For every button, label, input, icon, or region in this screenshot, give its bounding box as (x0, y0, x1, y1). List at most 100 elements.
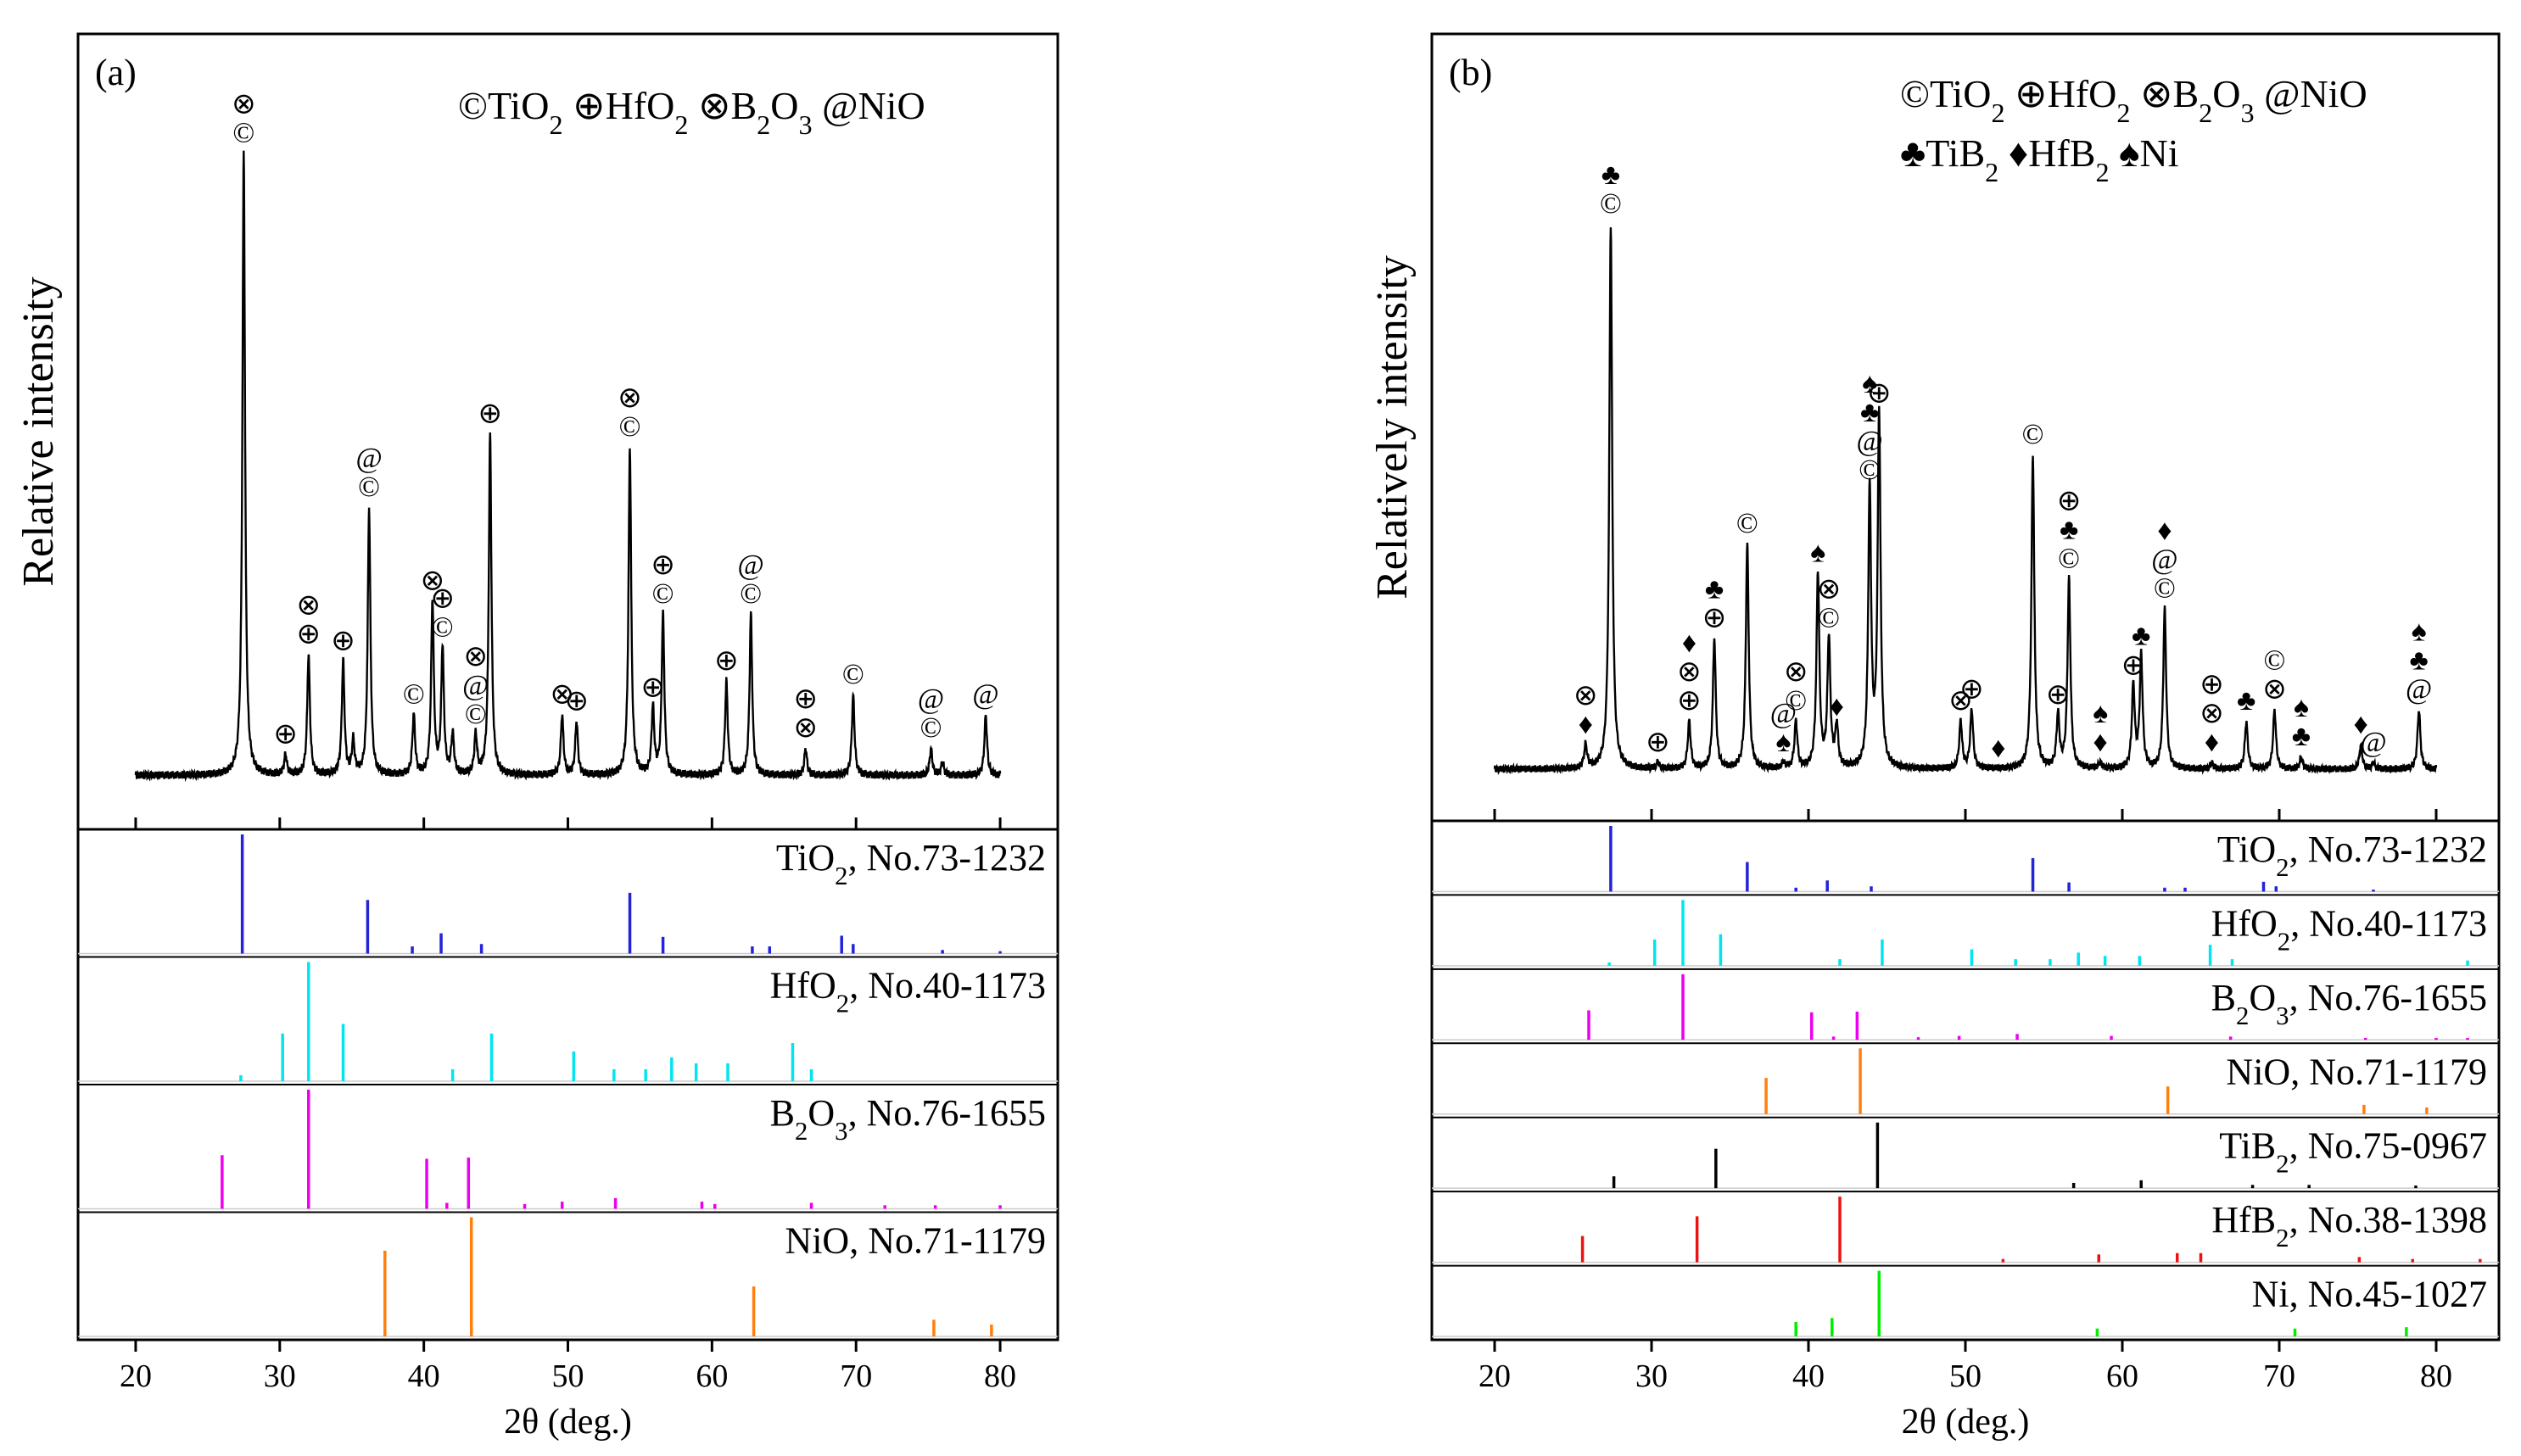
peak-marker: ♦ (1991, 733, 2005, 764)
peak-marker: ♠ (2412, 616, 2427, 647)
peak-marker: @ (355, 443, 382, 474)
peak-marker: ⊕ (794, 683, 819, 715)
peak-marker: © (2264, 644, 2286, 676)
peak-marker: © (2154, 573, 2176, 605)
x-tick-label: 70 (2263, 1358, 2295, 1394)
peak-marker: @ (462, 670, 489, 701)
peak-marker: ♣ (1705, 574, 1724, 605)
peak-marker: © (465, 699, 487, 730)
peak-marker: ♠ (1775, 727, 1791, 758)
reference-label: TiO2, No.73-1232 (776, 837, 1046, 890)
reference-label: NiO, No.71-1179 (2226, 1051, 2487, 1092)
peak-marker: © (920, 712, 942, 744)
x-tick-label: 80 (2420, 1358, 2452, 1394)
peak-marker: © (1736, 508, 1758, 539)
peak-marker: @ (2406, 673, 2432, 705)
peak-marker: ♠ (1862, 368, 1877, 399)
x-tick-label: 60 (2106, 1358, 2138, 1394)
peak-marker: ⊕ (478, 398, 503, 429)
peak-marker: ⊕ (1702, 603, 1727, 634)
x-tick-label: 50 (552, 1358, 584, 1394)
panel-b: 20 30 40 50 60 70 80 2θ (deg.) Relatively intens… (1368, 32, 2501, 1442)
x-tick-label: 40 (1792, 1358, 1825, 1394)
peak-marker: © (1600, 188, 1622, 220)
peak-marker: ⊗ (232, 89, 256, 120)
peak-marker: ⊗ (1677, 656, 1702, 688)
legend-item: ©TiO (458, 84, 549, 127)
legend-item: @NiO (2264, 72, 2367, 115)
peak-marker: @ (738, 549, 764, 581)
peak-marker: ♦ (1579, 709, 1593, 740)
peak-marker: ⊗ (1817, 574, 1842, 605)
x-tick-label: 30 (1635, 1358, 1668, 1394)
peak-marker: ⊕ (2046, 679, 2071, 711)
peak-marker: ⊕ (273, 719, 298, 750)
diffraction-pattern (1493, 227, 2438, 776)
peak-marker: ⊕ (640, 672, 665, 704)
x-axis-label: 2θ (deg.) (1902, 1403, 2030, 1442)
x-tick-label: 60 (696, 1358, 728, 1394)
legend-item: ⊕HfO (573, 84, 674, 127)
legend-item: @NiO (822, 84, 925, 127)
peak-marker: ⊗ (618, 382, 642, 414)
peak-marker: ♦ (2093, 727, 2107, 758)
reference-label: HfB2, No.38-1398 (2211, 1199, 2487, 1252)
peak-marker: © (740, 578, 762, 610)
peak-marker: © (358, 471, 380, 503)
peak-marker: @ (1856, 426, 1882, 457)
legend-item: ♣TiB (1900, 131, 1985, 175)
peak-marker: ♣ (2292, 721, 2311, 752)
x-tick-label: 20 (1479, 1358, 1511, 1394)
legend-row: ♣TiB2 ♦HfB2 ♠Ni (1900, 131, 2178, 187)
peak-marker: ♠ (1810, 538, 1825, 569)
peak-marker: ♦ (2354, 709, 2368, 740)
peak-marker: ⊗ (550, 678, 574, 710)
peak-marker: ⊕ (2200, 669, 2224, 700)
legend-item: ⊕HfO (2015, 72, 2116, 115)
peak-marker: ⊗ (1784, 656, 1808, 688)
peak-marker: © (1785, 685, 1807, 717)
peak-marker: ⊗ (794, 712, 819, 744)
peak-marker: ⊗ (2200, 698, 2224, 729)
peak-marker: ♦ (1682, 628, 1697, 659)
peak-marker: @ (2360, 727, 2386, 758)
peak-marker: @ (918, 683, 944, 715)
peak-marker: ♣ (2060, 515, 2078, 546)
legend-item: ♦HfB (2009, 131, 2096, 175)
peak-marker: ⊕ (1646, 727, 1670, 758)
reference-label: TiO2, No.73-1232 (2217, 828, 2487, 882)
diffraction-pattern (134, 150, 1002, 783)
y-axis-label: Relative intensity (14, 276, 63, 586)
peak-marker: @ (1770, 698, 1797, 729)
peak-marker: ⊕ (1959, 673, 1984, 705)
peak-marker: ⊗ (1574, 680, 1598, 711)
legend-item: ♠Ni (2119, 131, 2178, 175)
panel-tag: (a) (95, 52, 137, 93)
peak-marker: ⊗ (1948, 685, 1973, 717)
x-tick-label: 20 (120, 1358, 152, 1394)
peak-marker: ⊗ (297, 590, 321, 622)
y-axis-label: Relatively intensity (1368, 255, 1417, 600)
peak-marker: ⊕ (564, 685, 589, 717)
peak-marker: ♦ (2157, 516, 2172, 547)
peak-marker: © (842, 659, 864, 690)
legend-item: ©TiO (1900, 72, 1991, 115)
peak-marker: ♠ (2294, 692, 2309, 723)
peak-marker: ♣ (2132, 620, 2150, 651)
peak-marker: ⊕ (651, 549, 675, 581)
peak-marker: © (1818, 603, 1840, 634)
peak-marker: © (232, 118, 254, 149)
panel-a: 20 30 40 50 60 70 80 2θ (deg.) Relative intensit… (14, 32, 1059, 1442)
peak-marker: ♣ (1860, 397, 1879, 428)
x-tick-label: 50 (1949, 1358, 1982, 1394)
reference-label: B2O3, No.76-1655 (770, 1092, 1046, 1146)
reference-label: HfO2, No.40-1173 (2211, 902, 2487, 956)
peak-marker: ⊕ (1677, 685, 1702, 717)
x-tick-label: 70 (840, 1358, 872, 1394)
legend-item: ⊗B (2140, 72, 2199, 115)
peak-marker: © (403, 678, 425, 710)
reference-label: NiO, No.71-1179 (785, 1220, 1046, 1262)
peak-marker: ♣ (1601, 159, 1620, 191)
x-axis-label: 2θ (deg.) (504, 1403, 632, 1442)
